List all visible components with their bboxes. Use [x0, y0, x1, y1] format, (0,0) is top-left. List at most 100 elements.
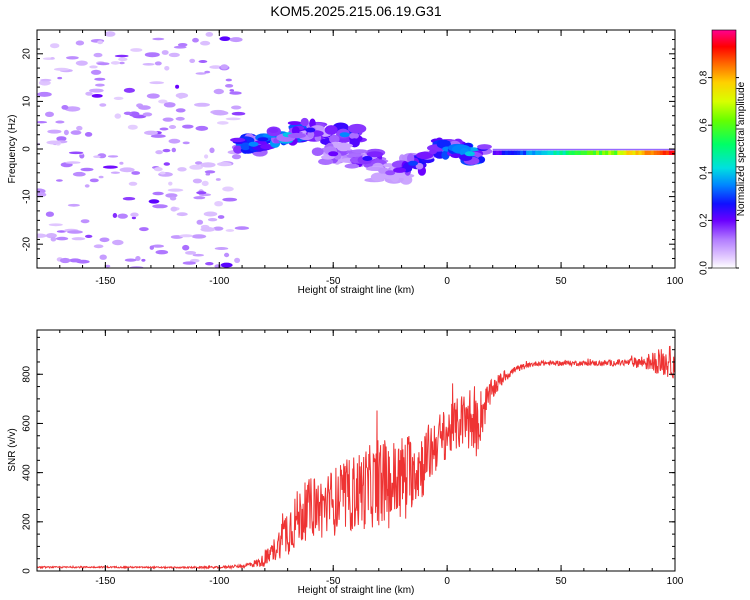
noise-spot — [45, 211, 55, 217]
colorbar-tick-label: 0.6 — [699, 118, 710, 132]
carrier-segment — [599, 150, 603, 155]
noise-spot — [164, 66, 170, 71]
cluster-spot — [347, 123, 367, 134]
noise-spot — [59, 257, 71, 264]
noise-spot — [67, 203, 80, 207]
noise-spot — [168, 181, 173, 186]
noise-spot — [139, 227, 149, 232]
carrier-segment — [632, 150, 637, 155]
colorbar-tick-label: 0.2 — [699, 213, 710, 227]
noise-spot — [196, 219, 204, 225]
noise-spot — [185, 251, 197, 255]
noise-spot — [209, 65, 223, 69]
noise-spot — [123, 87, 135, 93]
noise-spot — [225, 117, 241, 121]
carrier-segment — [501, 150, 506, 155]
carrier-segment — [507, 150, 512, 155]
noise-spot — [50, 57, 55, 60]
y-tick-label: 400 — [22, 464, 33, 481]
noise-spot — [118, 57, 128, 62]
noise-spot — [231, 154, 242, 160]
noise-spot — [75, 40, 85, 46]
noise-spot — [46, 140, 62, 145]
carrier-segment — [647, 150, 652, 155]
noise-spot — [130, 48, 143, 52]
noise-spot — [234, 226, 250, 230]
cluster-core — [362, 156, 373, 161]
noise-spot — [225, 229, 235, 232]
noise-spot — [76, 125, 83, 131]
carrier-segment — [517, 150, 521, 155]
carrier-segment — [589, 150, 594, 155]
cluster-core — [305, 127, 316, 133]
noise-spot — [69, 258, 82, 263]
cluster-spot — [230, 137, 246, 143]
cluster-spot — [383, 163, 395, 168]
noise-spot — [141, 258, 146, 262]
noise-spot — [189, 58, 196, 64]
cluster-spot — [477, 156, 486, 164]
noise-spot — [50, 236, 57, 242]
noise-spot — [127, 124, 138, 130]
noise-spot — [220, 64, 229, 70]
carrier-segment — [583, 150, 588, 155]
cluster-spot — [307, 131, 315, 138]
noise-spot — [122, 197, 136, 201]
cluster-spot — [436, 139, 451, 149]
cluster-core — [408, 160, 418, 166]
cluster-spot — [324, 125, 338, 135]
y-tick-label: 10 — [22, 95, 33, 107]
noise-spot — [200, 227, 216, 232]
noise-spot — [123, 111, 133, 116]
cluster-core — [464, 151, 475, 157]
cluster-spot — [257, 137, 269, 142]
noise-spot — [229, 91, 242, 95]
noise-spot — [75, 60, 88, 66]
cluster-spot — [240, 142, 251, 151]
noise-spot — [214, 247, 229, 250]
carrier-segment — [526, 150, 530, 155]
x-tick-label: -100 — [209, 276, 229, 287]
noise-spot — [152, 37, 165, 41]
cluster-spot — [300, 117, 309, 127]
noise-spot — [234, 257, 241, 263]
carrier-segment — [535, 150, 539, 155]
cluster-spot — [344, 163, 360, 169]
noise-spot — [220, 262, 233, 268]
noise-spot — [57, 76, 63, 80]
noise-spot — [200, 162, 216, 168]
noise-spot — [212, 110, 229, 116]
noise-spot — [39, 78, 52, 82]
carrier-segment — [602, 150, 606, 155]
noise-spot — [204, 170, 216, 174]
noise-spot — [124, 258, 137, 262]
colorbar: 0.0 0.2 0.4 0.6 0.8 Normalized spectral ampl… — [699, 29, 747, 275]
noise-spot — [63, 129, 69, 136]
carrier-segment — [538, 150, 542, 155]
noise-spot — [112, 239, 124, 246]
noise-spot — [47, 129, 62, 134]
cluster-core — [248, 141, 259, 147]
carrier-segment — [644, 150, 649, 155]
cluster-spot — [393, 167, 407, 173]
carrier-segment — [553, 150, 558, 155]
noise-spot — [196, 191, 207, 195]
x-tick-label: 100 — [667, 276, 684, 287]
snr-y-ticks: 0 200 400 600 800 — [22, 336, 675, 574]
x-tick-label: -50 — [326, 576, 341, 587]
noise-spot — [37, 91, 52, 97]
carrier-segment — [635, 150, 640, 155]
noise-spot — [45, 233, 57, 239]
x-tick-label: 50 — [556, 276, 568, 287]
noise-spot — [205, 32, 214, 37]
noise-spot — [119, 167, 135, 173]
cluster-spot — [233, 145, 244, 154]
noise-spot — [177, 167, 187, 172]
noise-spot — [200, 40, 211, 46]
noise-spot — [97, 62, 110, 66]
noise-spot — [217, 215, 225, 219]
noise-spot — [99, 254, 107, 260]
cluster-spot — [320, 147, 337, 153]
snr-y-axis-label: SNR (v/v) — [7, 428, 18, 471]
carrier-segment — [547, 150, 551, 155]
